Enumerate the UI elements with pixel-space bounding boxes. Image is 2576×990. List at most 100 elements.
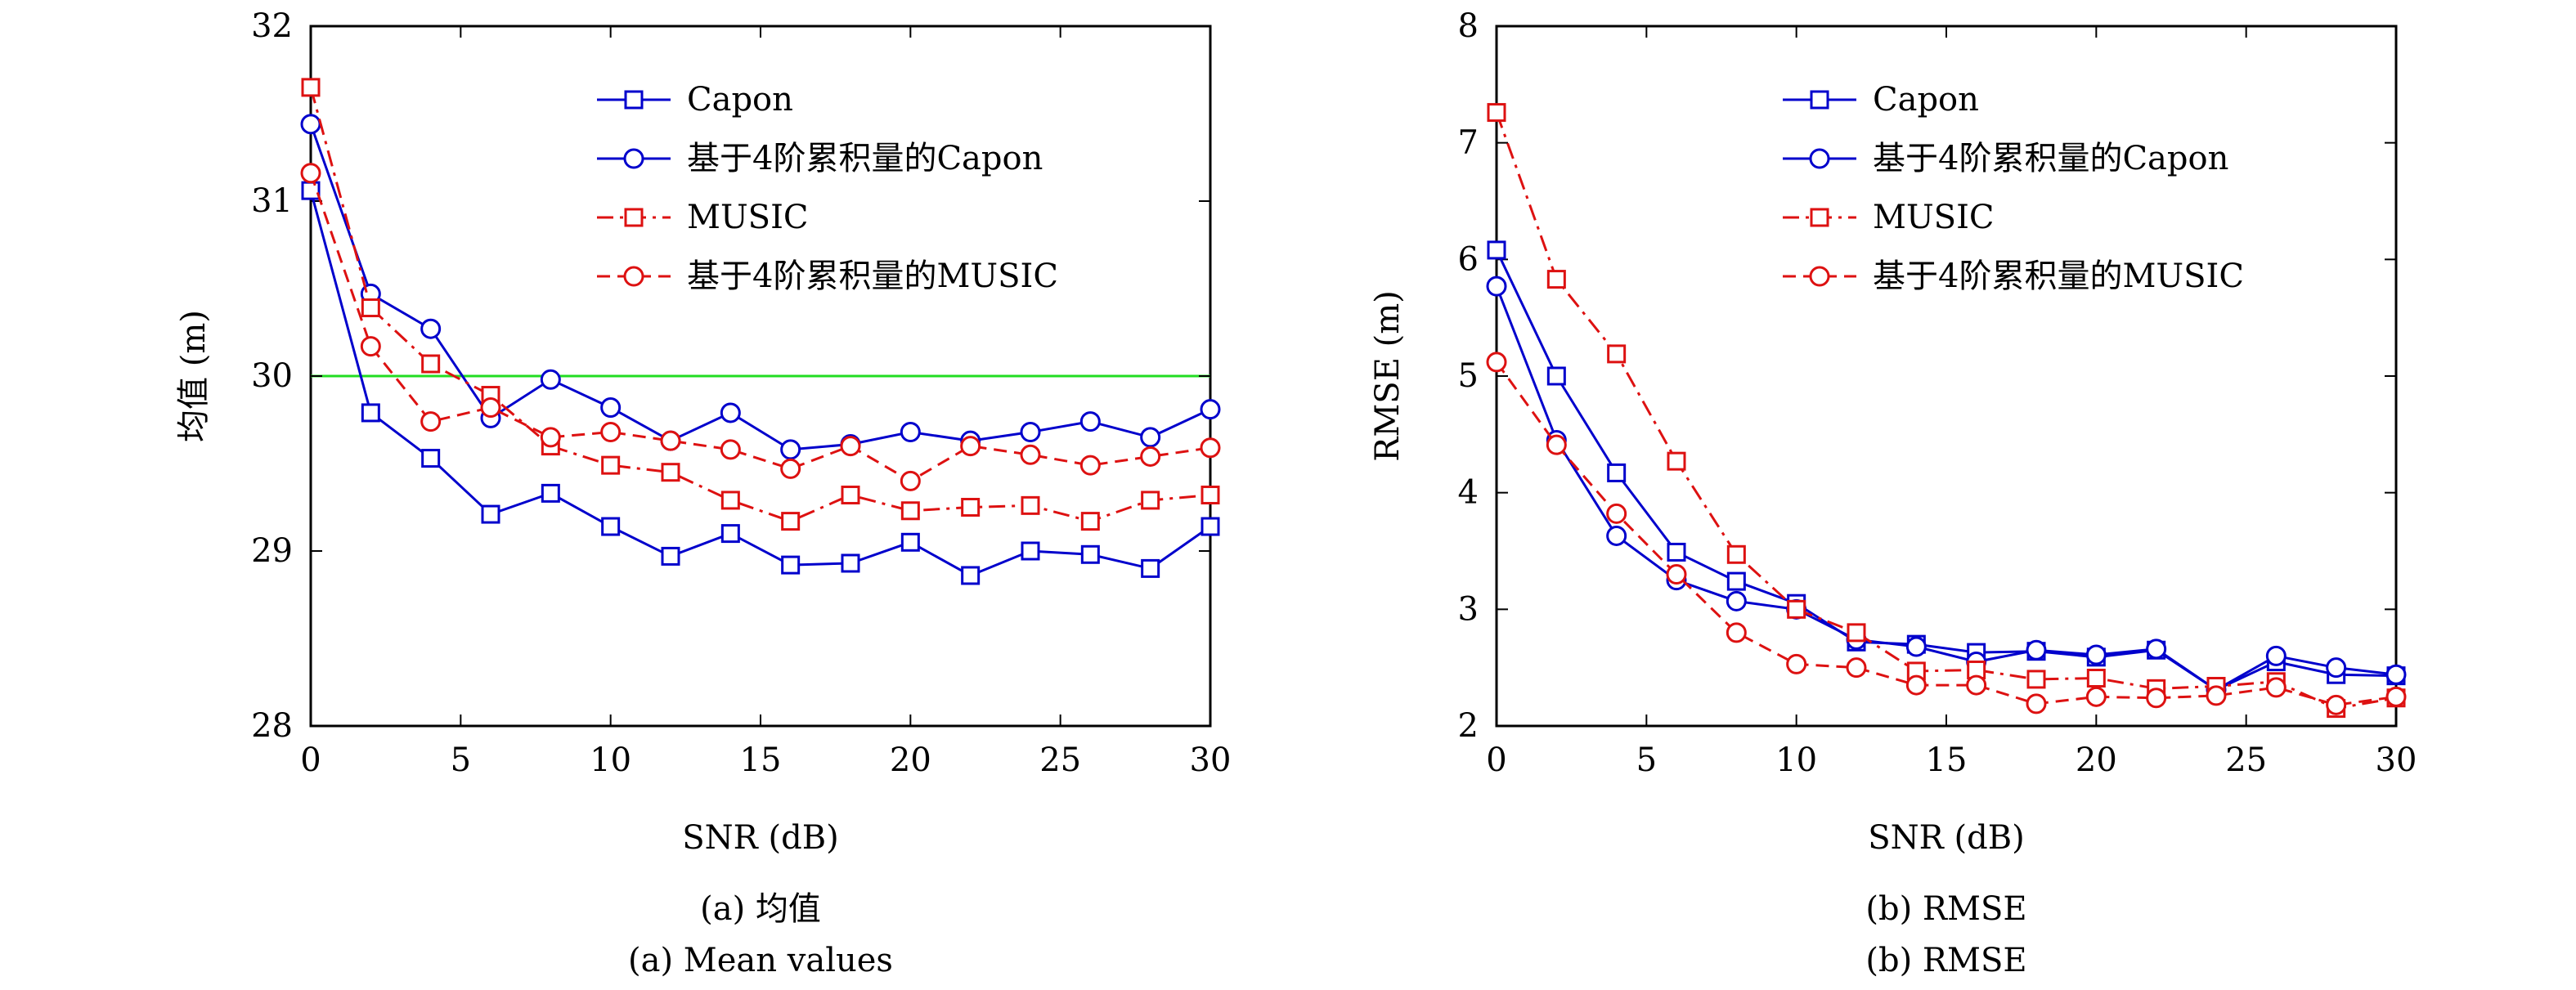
data-point <box>1200 517 1220 536</box>
data-point <box>1666 564 1687 585</box>
x-tick-label: 0 <box>1486 741 1506 779</box>
series-4 <box>300 163 1221 491</box>
data-point <box>1667 542 1686 562</box>
x-tick-label: 5 <box>451 741 471 779</box>
data-point <box>2326 657 2347 679</box>
series-3 <box>1487 103 2406 719</box>
y-tick-label: 8 <box>1458 7 1479 45</box>
data-point <box>900 421 921 442</box>
data-point <box>1200 399 1221 420</box>
x-tick-label: 0 <box>300 741 321 779</box>
y-tick-label: 28 <box>251 707 293 745</box>
data-point <box>2385 664 2407 685</box>
data-point <box>961 498 981 517</box>
legend-label: Capon <box>687 81 793 119</box>
legend-label: 基于4阶累积量的MUSIC <box>1873 258 2244 295</box>
data-point <box>1080 544 1100 564</box>
caption-zh: (b) RMSE <box>1865 890 2026 928</box>
series-line <box>309 87 1211 523</box>
data-point <box>2026 693 2047 715</box>
legend-entry: 基于4阶累积量的MUSIC <box>597 258 1058 295</box>
legend-marker <box>623 148 644 169</box>
series-4 <box>1486 352 2407 715</box>
data-point <box>2146 688 2167 709</box>
data-point <box>1021 495 1040 515</box>
legend-label: MUSIC <box>1873 199 1994 236</box>
y-axis-title: 均值 (m) <box>175 310 213 442</box>
data-point <box>1079 411 1101 432</box>
x-tick-label: 25 <box>1039 741 1081 779</box>
x-tick-label: 30 <box>2376 741 2417 779</box>
data-point <box>300 163 321 184</box>
data-point <box>1200 486 1220 505</box>
data-point <box>841 486 860 505</box>
data-point <box>1141 558 1160 578</box>
data-point <box>1080 512 1100 531</box>
data-point <box>301 181 321 200</box>
series-1 <box>1487 240 2406 700</box>
data-point <box>600 421 622 442</box>
data-point <box>1141 491 1160 510</box>
data-point <box>1726 622 1747 643</box>
axis-ticks: 0 5 10 15 20 25 30 2 3 4 5 6 7 8 <box>1458 7 2417 779</box>
data-point <box>2385 686 2407 707</box>
x-tick-label: 15 <box>740 741 782 779</box>
data-point <box>1667 451 1686 471</box>
legend-entry: Capon <box>597 81 793 119</box>
data-point <box>661 463 680 482</box>
data-point <box>1726 544 1746 564</box>
data-point <box>2026 670 2046 689</box>
data-point <box>601 517 621 536</box>
data-point <box>2086 669 2106 688</box>
series-line <box>309 123 1211 451</box>
data-point <box>720 491 740 510</box>
data-point <box>1140 427 1161 448</box>
legend-label: 基于4阶累积量的MUSIC <box>687 258 1058 295</box>
y-tick-label: 6 <box>1458 240 1479 278</box>
data-point <box>900 470 921 491</box>
y-tick-label: 2 <box>1458 707 1479 745</box>
data-point <box>1787 599 1806 619</box>
data-point <box>1847 623 1866 643</box>
data-point <box>1486 352 1507 373</box>
y-tick-label: 32 <box>251 7 293 45</box>
caption-zh: (a) 均值 <box>700 890 821 928</box>
data-point <box>2265 645 2287 666</box>
y-tick-label: 3 <box>1458 590 1479 628</box>
legend-marker <box>624 90 644 110</box>
data-point <box>2085 644 2107 665</box>
x-tick-label: 10 <box>1775 741 1817 779</box>
x-tick-label: 15 <box>1926 741 1968 779</box>
x-tick-label: 20 <box>2076 741 2117 779</box>
legend-marker <box>623 266 644 287</box>
series-layer <box>1486 103 2407 719</box>
data-point <box>2146 638 2167 660</box>
data-point <box>2265 677 2287 698</box>
data-point <box>541 483 560 503</box>
data-point <box>421 449 441 468</box>
caption-en: (b) RMSE <box>1865 942 2026 979</box>
caption-en: (a) Mean values <box>628 942 893 979</box>
data-point <box>661 546 680 566</box>
legend-label: Capon <box>1873 81 1979 119</box>
data-point <box>1020 444 1041 465</box>
data-point <box>841 553 860 573</box>
data-point <box>1020 421 1041 442</box>
legend-marker <box>624 208 644 227</box>
data-point <box>540 369 561 390</box>
legend-marker <box>1810 90 1829 110</box>
data-point <box>361 298 380 318</box>
data-point <box>1487 240 1506 260</box>
legend: Capon 基于4阶累积量的Capon MUSIC 基于4阶累积量的MUSIC <box>597 81 1058 295</box>
data-point <box>2326 694 2347 715</box>
data-point <box>781 555 801 575</box>
panel-mean-values: 0 5 10 15 20 25 30 28 29 30 31 32 Capon 基于4阶累积量的Capo… <box>175 7 1231 979</box>
x-axis-title: SNR (dB) <box>1868 819 2024 857</box>
data-point <box>1607 463 1627 482</box>
series-line <box>309 172 1211 483</box>
legend-entry: 基于4阶累积量的MUSIC <box>1783 258 2244 295</box>
x-tick-label: 10 <box>590 741 631 779</box>
legend-marker <box>1809 148 1830 169</box>
y-tick-label: 5 <box>1458 357 1479 395</box>
